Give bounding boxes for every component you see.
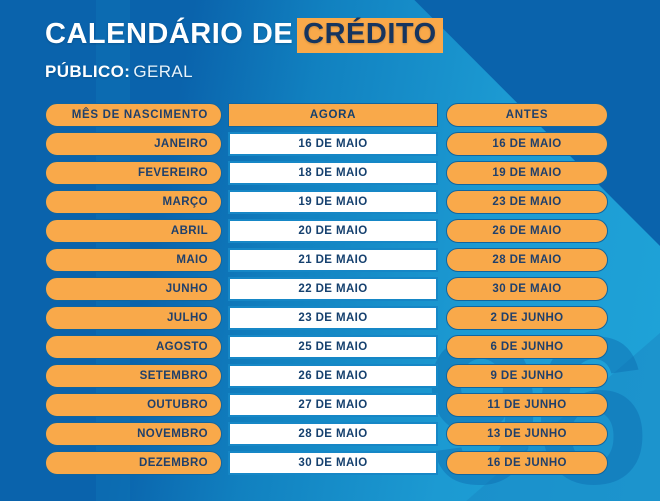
column-header-antes: ANTES [446, 103, 608, 127]
table-header-row: MÊS DE NASCIMENTO AGORA ANTES [45, 103, 610, 127]
cell-month: AGOSTO [45, 335, 222, 359]
cell-antes: 13 DE JUNHO [446, 422, 608, 446]
cell-antes: 19 DE MAIO [446, 161, 608, 185]
cell-antes: 2 DE JUNHO [446, 306, 608, 330]
cell-agora: 28 DE MAIO [228, 422, 438, 446]
table-row: DEZEMBRO 30 DE MAIO 16 DE JUNHO [45, 451, 610, 475]
cell-agora: 30 DE MAIO [228, 451, 438, 475]
cell-agora: 26 DE MAIO [228, 364, 438, 388]
table-row: ABRIL 20 DE MAIO 26 DE MAIO [45, 219, 610, 243]
cell-agora: 23 DE MAIO [228, 306, 438, 330]
cell-antes: 6 DE JUNHO [446, 335, 608, 359]
cell-agora: 25 DE MAIO [228, 335, 438, 359]
table-row: MAIO 21 DE MAIO 28 DE MAIO [45, 248, 610, 272]
cell-antes: 30 DE MAIO [446, 277, 608, 301]
cell-month: MAIO [45, 248, 222, 272]
poster-header: CALENDÁRIO DE CRÉDITO PÚBLICO: GERAL [45, 18, 443, 82]
cell-agora: 21 DE MAIO [228, 248, 438, 272]
cell-month: MARÇO [45, 190, 222, 214]
cell-month: FEVEREIRO [45, 161, 222, 185]
page-title-text: CALENDÁRIO DE [45, 18, 294, 50]
cell-antes: 16 DE JUNHO [446, 451, 608, 475]
cell-agora: 18 DE MAIO [228, 161, 438, 185]
cell-agora: 22 DE MAIO [228, 277, 438, 301]
table-row: SETEMBRO 26 DE MAIO 9 DE JUNHO [45, 364, 610, 388]
table-body: JANEIRO 16 DE MAIO 16 DE MAIO FEVEREIRO 18 D… [45, 132, 610, 475]
cell-month: NOVEMBRO [45, 422, 222, 446]
cell-month: JANEIRO [45, 132, 222, 156]
cell-agora: 27 DE MAIO [228, 393, 438, 417]
table-row: FEVEREIRO 18 DE MAIO 19 DE MAIO [45, 161, 610, 185]
cell-month: JUNHO [45, 277, 222, 301]
cell-month: JULHO [45, 306, 222, 330]
calendar-table: MÊS DE NASCIMENTO AGORA ANTES JANEIRO 16 … [45, 103, 610, 475]
cell-antes: 23 DE MAIO [446, 190, 608, 214]
cell-month: DEZEMBRO [45, 451, 222, 475]
cell-month: OUTUBRO [45, 393, 222, 417]
table-row: JANEIRO 16 DE MAIO 16 DE MAIO [45, 132, 610, 156]
table-row: JULHO 23 DE MAIO 2 DE JUNHO [45, 306, 610, 330]
table-row: MARÇO 19 DE MAIO 23 DE MAIO [45, 190, 610, 214]
column-header-month: MÊS DE NASCIMENTO [45, 103, 222, 127]
table-row: AGOSTO 25 DE MAIO 6 DE JUNHO [45, 335, 610, 359]
column-header-agora: AGORA [228, 103, 438, 127]
page-subtitle: PÚBLICO: GERAL [45, 62, 443, 82]
cell-agora: 16 DE MAIO [228, 132, 438, 156]
table-row: OUTUBRO 27 DE MAIO 11 DE JUNHO [45, 393, 610, 417]
cell-agora: 20 DE MAIO [228, 219, 438, 243]
table-row: JUNHO 22 DE MAIO 30 DE MAIO [45, 277, 610, 301]
cell-month: SETEMBRO [45, 364, 222, 388]
cell-antes: 26 DE MAIO [446, 219, 608, 243]
cell-antes: 28 DE MAIO [446, 248, 608, 272]
page-subtitle-label: PÚBLICO: [45, 61, 131, 81]
cell-month: ABRIL [45, 219, 222, 243]
cell-antes: 11 DE JUNHO [446, 393, 608, 417]
page-title: CALENDÁRIO DE CRÉDITO [45, 18, 443, 53]
cell-agora: 19 DE MAIO [228, 190, 438, 214]
table-row: NOVEMBRO 28 DE MAIO 13 DE JUNHO [45, 422, 610, 446]
cell-antes: 9 DE JUNHO [446, 364, 608, 388]
page-title-highlight: CRÉDITO [297, 18, 443, 53]
cell-antes: 16 DE MAIO [446, 132, 608, 156]
page-subtitle-value: GERAL [133, 61, 194, 81]
